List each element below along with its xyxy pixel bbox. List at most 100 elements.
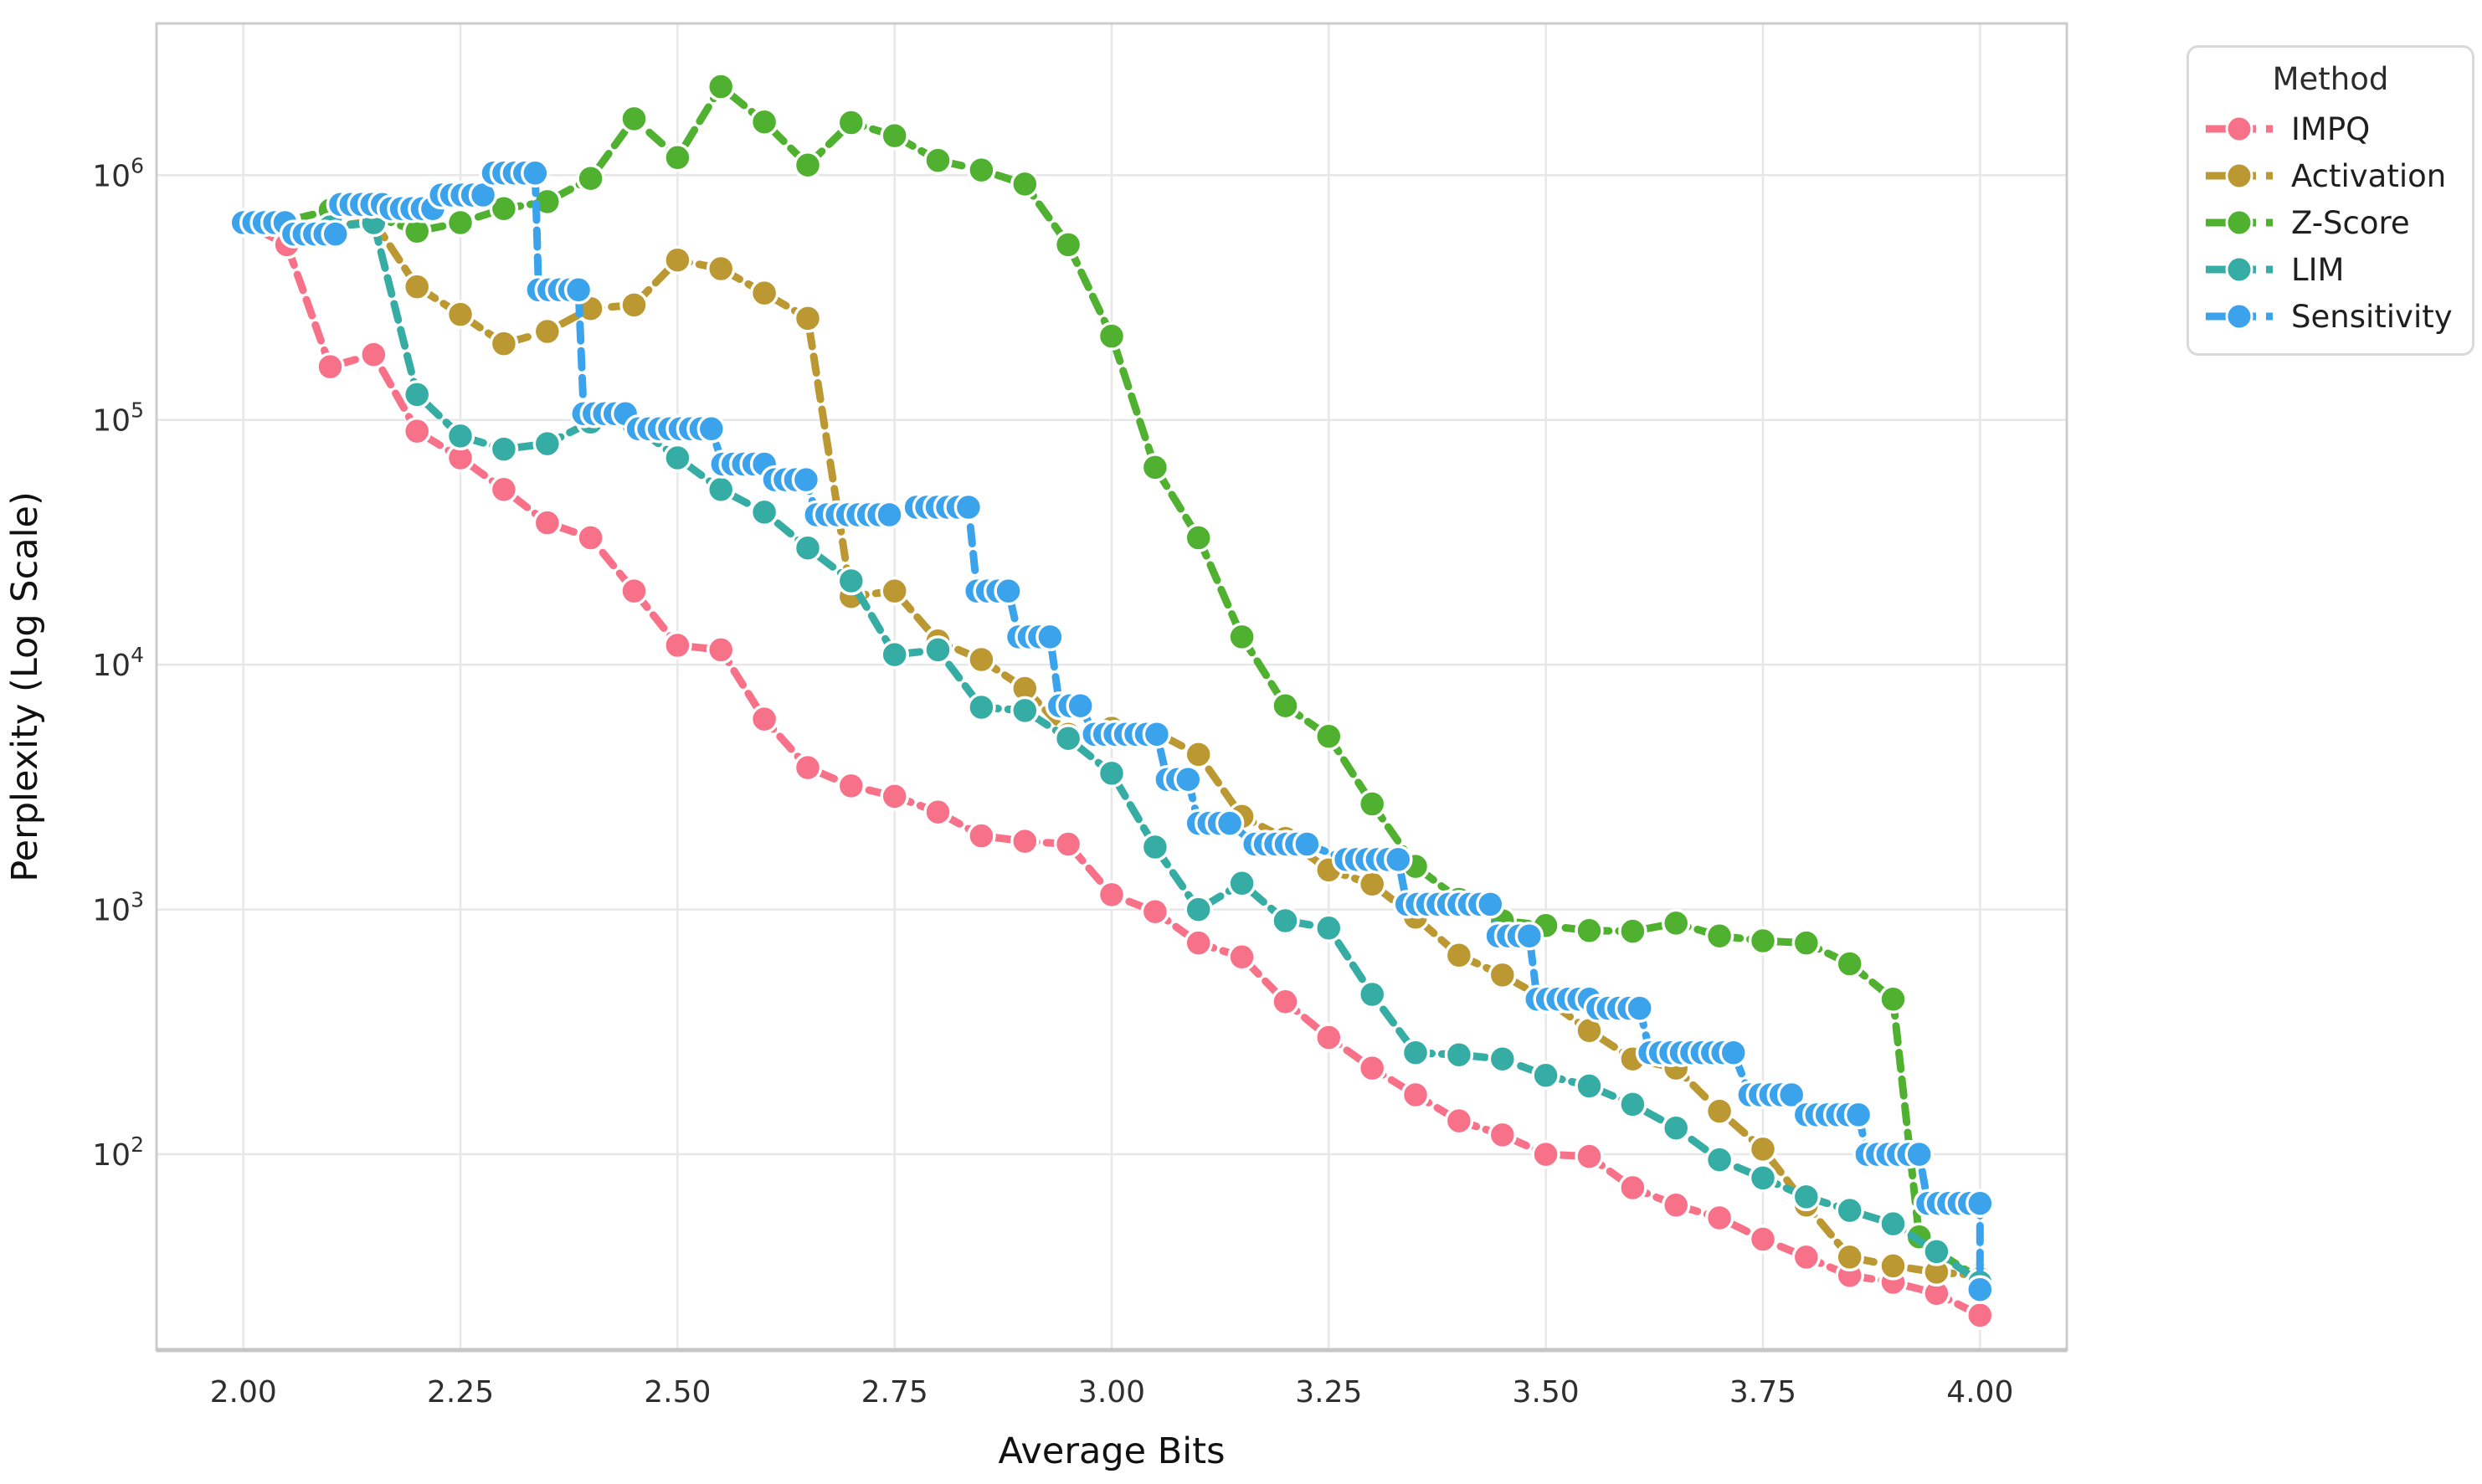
y-tick-label: 106: [92, 153, 144, 193]
data-point: [1271, 691, 1300, 721]
data-point: [1174, 764, 1203, 794]
data-point: [663, 245, 692, 275]
data-point: [1575, 1142, 1604, 1171]
data-point: [1053, 230, 1083, 259]
data-point: [619, 104, 649, 134]
data-point: [1791, 1182, 1822, 1212]
data-point: [793, 304, 823, 333]
data-point: [1575, 1071, 1604, 1101]
data-point: [1776, 1080, 1806, 1110]
data-point: [1791, 928, 1822, 958]
data-point: [1357, 979, 1387, 1009]
data-point: [706, 254, 736, 284]
legend-swatch-lim-icon: [2206, 255, 2273, 284]
x-tick-label: 2.25: [427, 1375, 494, 1410]
data-point: [489, 434, 519, 464]
data-point: [1010, 826, 1040, 856]
data-point: [1514, 921, 1544, 951]
legend-swatch-zscore-icon: [2206, 208, 2273, 237]
data-point: [953, 492, 984, 522]
data-point: [663, 443, 692, 473]
y-axis-label: Perplexity (Log Scale): [4, 491, 46, 882]
data-point: [1010, 169, 1040, 199]
legend-label: IMPQ: [2291, 110, 2371, 147]
data-point: [791, 465, 821, 495]
data-point: [1140, 896, 1170, 927]
data-point: [1227, 942, 1256, 972]
legend-title: Method: [2272, 61, 2389, 97]
data-point: [1488, 960, 1518, 990]
data-point: [1357, 789, 1387, 819]
data-point: [1704, 1145, 1734, 1174]
data-point: [532, 316, 563, 347]
legend-label: Activation: [2291, 157, 2447, 194]
data-point: [576, 163, 605, 193]
data-point: [489, 194, 519, 223]
data-point: [836, 108, 866, 137]
legend-entry-activation: Activation: [2189, 152, 2472, 199]
data-point: [706, 475, 736, 505]
data-point: [749, 704, 779, 734]
data-point: [1227, 622, 1256, 652]
data-point: [1531, 1139, 1560, 1169]
data-point: [663, 143, 692, 172]
data-point: [923, 635, 953, 665]
data-point: [1748, 1163, 1778, 1193]
data-point: [696, 414, 727, 444]
data-point: [994, 576, 1023, 606]
data-point: [1966, 1301, 1995, 1330]
data-point: [1575, 916, 1604, 946]
data-point: [1357, 870, 1387, 899]
data-point: [1314, 721, 1344, 751]
data-point: [880, 576, 909, 606]
data-point: [967, 821, 996, 850]
data-point: [1314, 913, 1344, 943]
data-point: [1053, 829, 1083, 859]
y-tick-label: 105: [92, 398, 144, 439]
data-point: [1035, 622, 1065, 652]
legend-entry-lim: LIM: [2189, 246, 2472, 293]
data-point: [445, 421, 475, 451]
x-tick-label: 3.00: [1078, 1375, 1145, 1410]
data-point: [1878, 984, 1908, 1014]
data-point: [521, 158, 550, 188]
data-point: [836, 771, 866, 801]
data-point: [880, 782, 909, 811]
legend-entry-sensitivity: Sensitivity: [2189, 293, 2472, 340]
data-point: [793, 533, 823, 562]
data-point: [619, 576, 649, 606]
data-point: [1835, 1195, 1864, 1225]
legend-entry-impq: IMPQ: [2189, 105, 2472, 152]
legend-swatch-sensitivity-icon: [2206, 302, 2273, 331]
data-point: [1748, 926, 1778, 956]
x-tick-label: 2.50: [644, 1375, 711, 1410]
x-tick-label: 3.25: [1295, 1375, 1362, 1410]
data-point: [1227, 869, 1256, 898]
data-point: [1215, 809, 1245, 838]
data-point: [359, 340, 388, 369]
x-tick-label: 3.75: [1729, 1375, 1796, 1410]
legend-label: LIM: [2291, 251, 2345, 288]
legend-entry-zscore: Z-Score: [2189, 199, 2472, 246]
data-point: [1835, 949, 1864, 978]
data-point: [1661, 908, 1691, 938]
data-point: [967, 155, 996, 185]
y-tick-label: 103: [92, 888, 144, 928]
series-markers-Sensitivity: [229, 158, 1995, 1304]
data-point: [316, 352, 345, 382]
data-point: [1704, 921, 1734, 951]
data-point: [563, 275, 594, 305]
data-point: [1878, 1251, 1908, 1281]
data-point: [1488, 1120, 1518, 1150]
data-point: [1618, 1090, 1647, 1119]
data-point: [532, 508, 563, 537]
data-point: [489, 329, 519, 358]
data-point: [1271, 987, 1300, 1017]
data-point: [1878, 1209, 1908, 1239]
data-point: [1748, 1134, 1778, 1164]
data-point: [1066, 691, 1095, 721]
data-point: [489, 475, 519, 505]
data-point: [1140, 453, 1170, 482]
data-point: [619, 290, 649, 320]
